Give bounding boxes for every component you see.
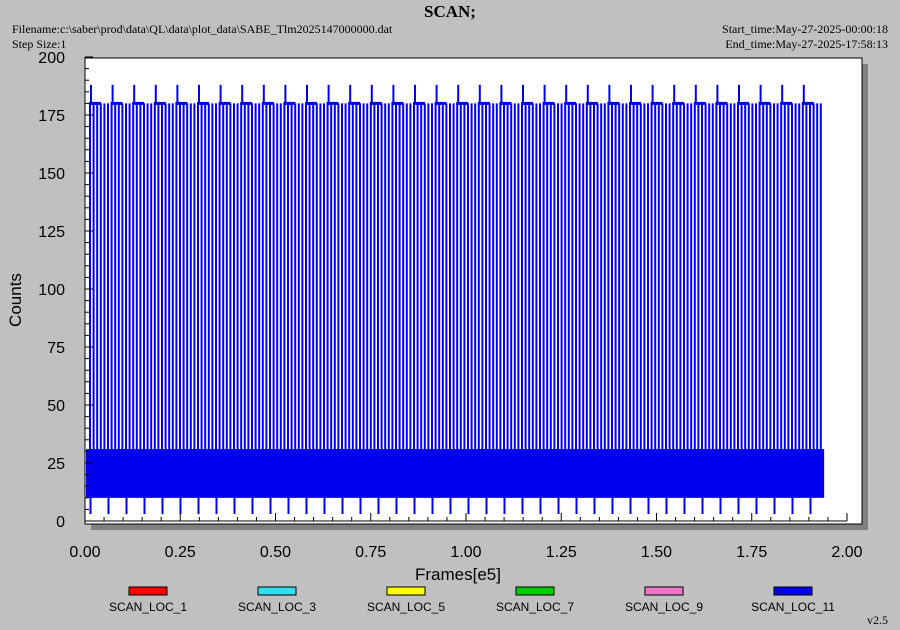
legend-label: SCAN_LOC_1 xyxy=(109,600,187,614)
legend-swatch xyxy=(515,586,555,596)
step-size-label: Step Size:1 xyxy=(12,37,67,51)
y-axis-label: Counts xyxy=(6,273,25,327)
y-tick-label: 25 xyxy=(47,456,65,473)
legend-label: SCAN_LOC_3 xyxy=(238,600,316,614)
legend-swatch xyxy=(128,586,168,596)
legend-label: SCAN_LOC_9 xyxy=(625,600,703,614)
legend-swatch xyxy=(386,586,426,596)
legend-swatch xyxy=(644,586,684,596)
x-tick-label: 0.00 xyxy=(69,544,100,561)
x-tick-label: 1.25 xyxy=(546,544,577,561)
y-tick-label: 125 xyxy=(38,224,65,241)
axes-layer: 0 25 50 75 100 125 150 175 200 0.00 0.25 0.50 0.75 1.… xyxy=(38,50,862,561)
x-tick-label: 1.50 xyxy=(641,544,672,561)
end-time-label: End_time:May-27-2025-17:58:13 xyxy=(725,37,888,51)
y-tick-label: 175 xyxy=(38,108,65,125)
version-label: v2.5 xyxy=(867,613,888,627)
legend-label: SCAN_LOC_7 xyxy=(496,600,574,614)
y-tick-label: 100 xyxy=(38,282,65,299)
plot-area xyxy=(84,57,863,525)
legend-label: SCAN_LOC_5 xyxy=(367,600,445,614)
legend-label: SCAN_LOC_11 xyxy=(751,600,835,614)
y-tick-label: 0 xyxy=(56,514,65,531)
start-time-label: Start_time:May-27-2025-00:00:18 xyxy=(722,22,888,36)
legend-swatch xyxy=(257,586,297,596)
x-tick-label: 0.50 xyxy=(260,544,291,561)
filename-label: Filename:c:\saber\prod\data\QL\data\plot… xyxy=(12,22,393,36)
y-tick-label: 50 xyxy=(47,398,65,415)
x-tick-label: 2.00 xyxy=(831,544,862,561)
y-tick-label: 200 xyxy=(38,50,65,67)
legend: SCAN_LOC_1 SCAN_LOC_3 SCAN_LOC_5 SCAN_LOC_7… xyxy=(109,586,835,614)
x-tick-label: 1.00 xyxy=(450,544,481,561)
chart-title: SCAN; xyxy=(424,2,476,21)
y-tick-label: 75 xyxy=(47,340,65,357)
data-layer xyxy=(86,84,825,515)
x-tick-label: 0.75 xyxy=(355,544,386,561)
x-axis-label: Frames[e5] xyxy=(415,565,501,584)
y-tick-label: 150 xyxy=(38,166,65,183)
legend-swatch xyxy=(773,586,813,596)
x-tick-label: 1.75 xyxy=(736,544,767,561)
x-tick-label: 0.25 xyxy=(165,544,196,561)
